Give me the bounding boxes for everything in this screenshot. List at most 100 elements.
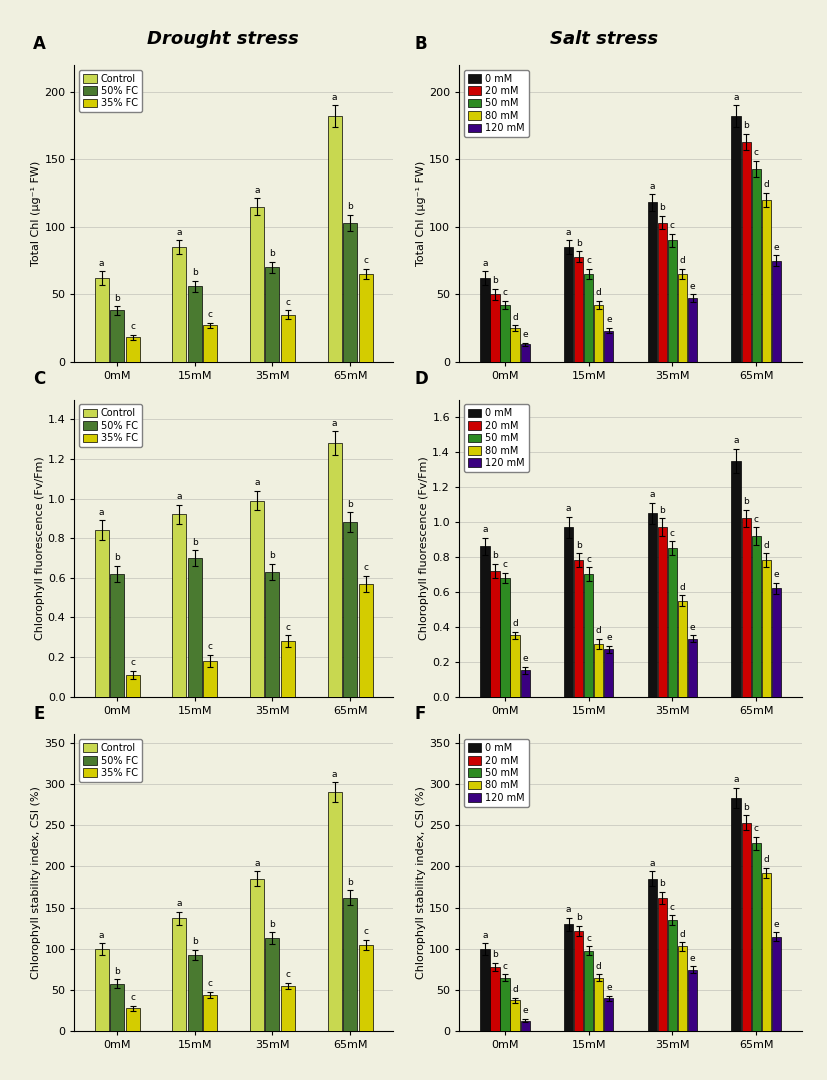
Text: c: c xyxy=(363,564,368,572)
Bar xyxy=(678,600,687,697)
Text: c: c xyxy=(130,322,135,332)
Text: b: b xyxy=(492,950,498,959)
Bar xyxy=(110,984,124,1031)
Bar xyxy=(762,200,771,362)
Text: a: a xyxy=(482,931,488,940)
Text: e: e xyxy=(690,954,696,962)
Text: C: C xyxy=(33,369,45,388)
Text: a: a xyxy=(99,931,104,940)
Bar xyxy=(110,311,124,362)
Bar xyxy=(742,823,751,1031)
Bar xyxy=(500,977,509,1031)
Bar xyxy=(500,578,509,697)
Bar xyxy=(594,305,604,362)
Text: a: a xyxy=(566,905,571,914)
Bar xyxy=(520,1021,530,1031)
Text: a: a xyxy=(99,508,104,517)
Text: c: c xyxy=(208,643,213,651)
Bar xyxy=(772,589,781,697)
Bar xyxy=(94,530,108,697)
Text: e: e xyxy=(523,654,528,663)
Text: F: F xyxy=(414,704,426,723)
Legend: 0 mM, 20 mM, 50 mM, 80 mM, 120 mM: 0 mM, 20 mM, 50 mM, 80 mM, 120 mM xyxy=(464,70,528,137)
Text: c: c xyxy=(670,903,675,912)
Text: d: d xyxy=(596,626,602,635)
Text: c: c xyxy=(503,561,508,569)
Bar xyxy=(742,518,751,697)
Text: c: c xyxy=(363,256,368,265)
Text: a: a xyxy=(254,859,260,868)
Bar xyxy=(510,1000,519,1031)
Text: a: a xyxy=(254,186,260,194)
Bar xyxy=(126,675,140,697)
Text: e: e xyxy=(690,623,696,632)
Text: a: a xyxy=(254,478,260,487)
Text: a: a xyxy=(332,93,337,102)
Text: a: a xyxy=(734,775,739,784)
Text: b: b xyxy=(492,276,498,285)
Bar xyxy=(250,206,264,362)
Text: c: c xyxy=(586,934,591,943)
Text: d: d xyxy=(763,855,769,864)
Text: b: b xyxy=(114,294,120,302)
Text: Salt stress: Salt stress xyxy=(550,30,657,49)
Text: b: b xyxy=(576,914,581,922)
Bar xyxy=(203,661,218,697)
Text: a: a xyxy=(176,492,182,501)
Text: d: d xyxy=(512,313,518,322)
Legend: Control, 50% FC, 35% FC: Control, 50% FC, 35% FC xyxy=(79,405,141,447)
Text: c: c xyxy=(670,221,675,230)
Bar xyxy=(731,116,741,362)
Text: e: e xyxy=(606,315,612,324)
Bar xyxy=(657,527,667,697)
Text: a: a xyxy=(332,419,337,428)
Text: a: a xyxy=(176,228,182,237)
Legend: 0 mM, 20 mM, 50 mM, 80 mM, 120 mM: 0 mM, 20 mM, 50 mM, 80 mM, 120 mM xyxy=(464,405,528,472)
Bar xyxy=(94,278,108,362)
Text: b: b xyxy=(347,878,353,887)
Text: d: d xyxy=(763,541,769,550)
Text: a: a xyxy=(332,770,337,779)
Text: d: d xyxy=(512,620,518,629)
Text: b: b xyxy=(659,879,665,889)
Bar xyxy=(574,931,583,1031)
Bar xyxy=(742,141,751,362)
Bar xyxy=(343,523,357,697)
Text: d: d xyxy=(680,583,686,592)
Bar xyxy=(564,924,573,1031)
Y-axis label: Chlorophyll fluorescence (Fv/Fm): Chlorophyll fluorescence (Fv/Fm) xyxy=(35,456,45,640)
Text: d: d xyxy=(596,962,602,971)
Bar xyxy=(668,920,677,1031)
Bar xyxy=(359,945,373,1031)
Text: a: a xyxy=(649,490,655,499)
Bar xyxy=(752,168,761,362)
Text: Drought stress: Drought stress xyxy=(147,30,299,49)
Text: b: b xyxy=(192,538,198,546)
Text: c: c xyxy=(586,555,591,564)
Text: c: c xyxy=(503,962,508,971)
Bar xyxy=(752,843,761,1031)
Bar xyxy=(110,573,124,697)
Text: B: B xyxy=(414,35,427,53)
Bar xyxy=(688,298,697,362)
Bar xyxy=(688,639,697,697)
Text: e: e xyxy=(773,920,779,929)
Bar xyxy=(752,536,761,697)
Text: b: b xyxy=(114,553,120,563)
Bar xyxy=(594,644,604,697)
Bar xyxy=(574,561,583,697)
Text: b: b xyxy=(743,121,749,130)
Bar xyxy=(343,222,357,362)
Text: c: c xyxy=(753,514,758,524)
Bar xyxy=(265,939,280,1031)
Text: b: b xyxy=(743,802,749,812)
Bar xyxy=(584,575,593,697)
Bar xyxy=(203,995,218,1031)
Text: d: d xyxy=(512,985,518,994)
Bar xyxy=(688,970,697,1031)
Text: b: b xyxy=(659,505,665,515)
Text: c: c xyxy=(130,994,135,1002)
Bar xyxy=(668,240,677,362)
Bar xyxy=(281,642,295,697)
Bar xyxy=(480,546,490,697)
